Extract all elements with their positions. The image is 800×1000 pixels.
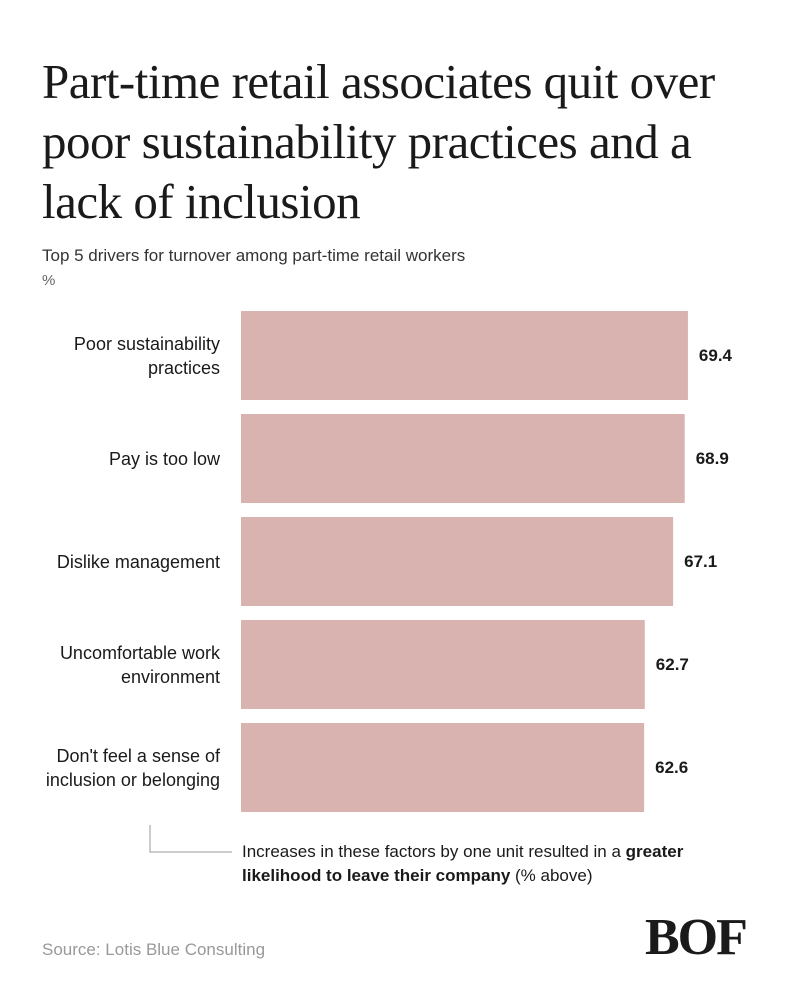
unit: % [42, 272, 56, 289]
source: Source: Lotis Blue Consulting [42, 940, 266, 959]
annotation-bracket [149, 825, 232, 853]
bar [241, 311, 688, 400]
bar [241, 414, 685, 503]
bar [241, 517, 674, 606]
category-label: Poor sustainability practices [73, 333, 220, 378]
category-label: Pay is too low [108, 448, 220, 469]
chart-title: Part-time retail associates quit over po… [42, 54, 715, 229]
bar [241, 620, 645, 709]
annotation-text: (% above) [510, 866, 593, 885]
annotation-bold: greater likelihood to leave their compan… [242, 842, 684, 885]
value-label: 67.1 [684, 551, 718, 571]
annotation-text: Increases in these factors by one unit r… [242, 842, 626, 861]
value-label: 68.9 [695, 448, 729, 468]
value-label: 62.7 [655, 654, 689, 674]
category-label: Uncomfortable work environment [59, 642, 220, 687]
annotation: Increases in these factors by one unit r… [242, 840, 722, 888]
category-label: Dislike management [56, 551, 220, 572]
logo: BOF [645, 909, 748, 966]
value-label: 62.6 [655, 757, 689, 777]
subtitle: Top 5 drivers for turnover among part-ti… [42, 246, 466, 265]
value-label: 69.4 [698, 345, 733, 365]
bar [241, 723, 645, 812]
category-label: Don't feel a sense of inclusion or belon… [45, 745, 220, 790]
